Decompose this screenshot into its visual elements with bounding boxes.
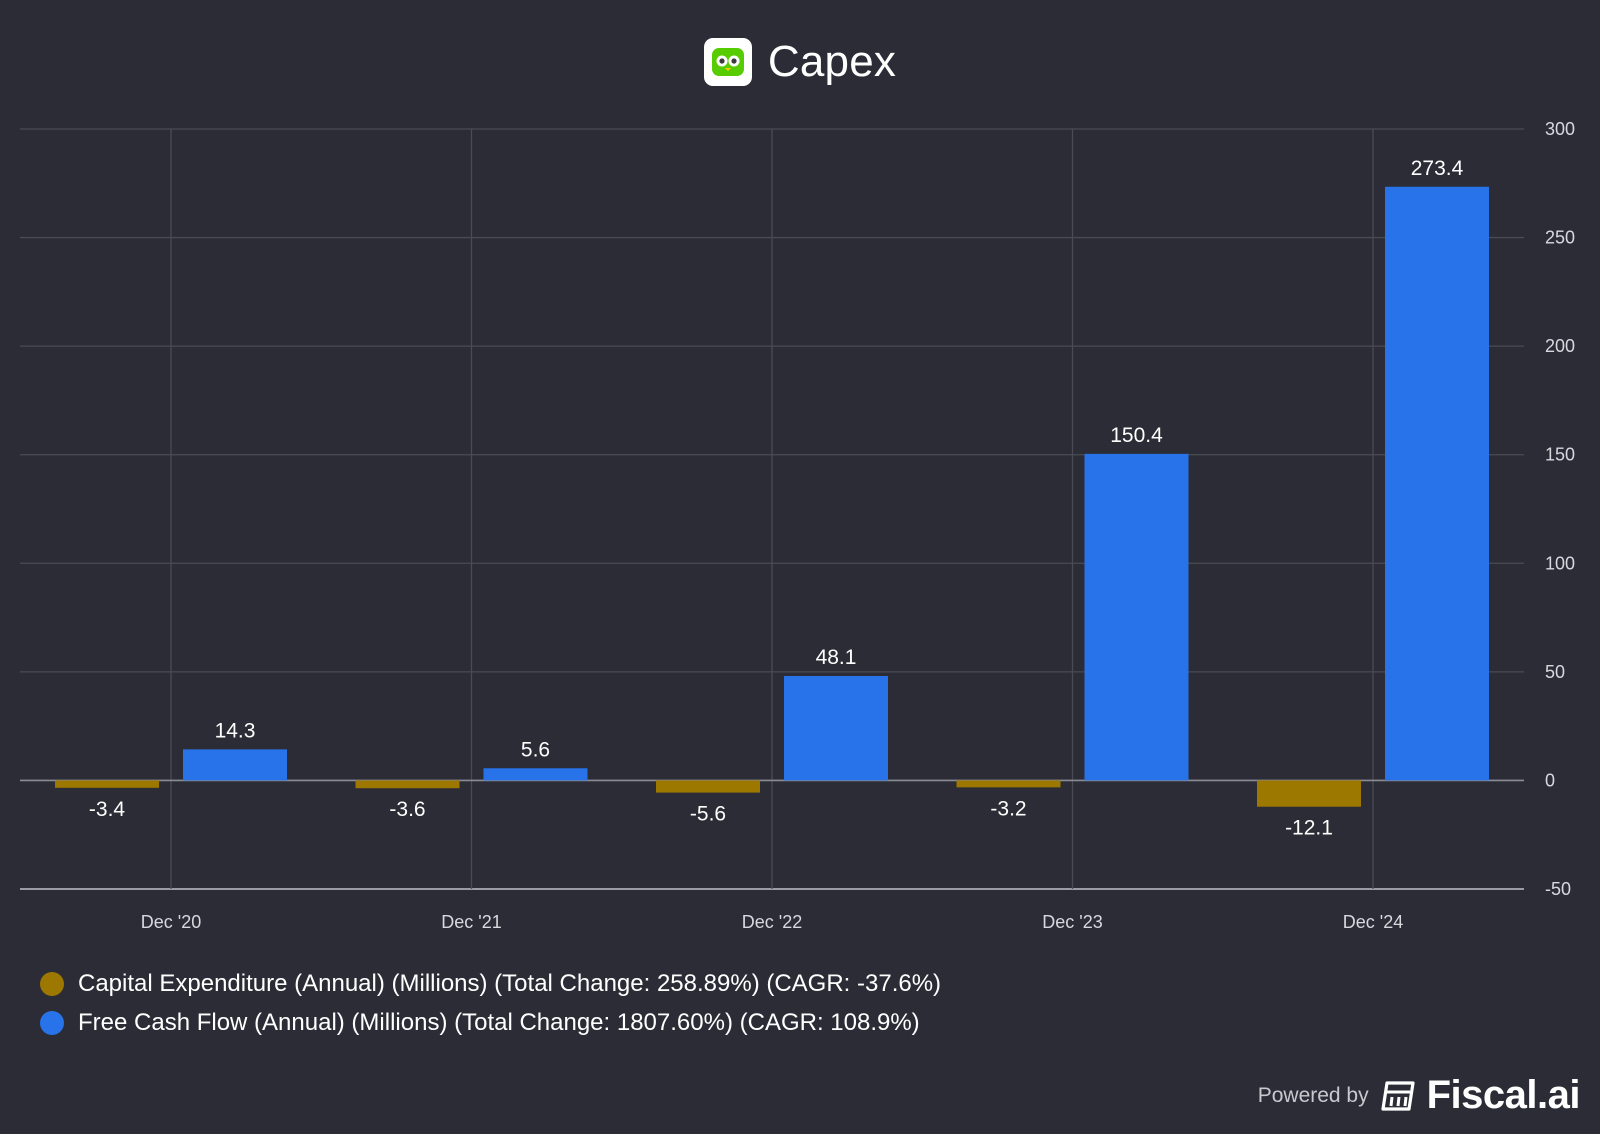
legend-marker-capex [40,972,64,996]
xtick-label: Dec '22 [742,912,802,932]
fcf-data-label-2: 48.1 [816,646,857,669]
chart-header: Capex [0,34,1600,90]
xtick-label: Dec '20 [141,912,201,932]
fcf-data-label-3: 150.4 [1110,424,1163,447]
fcf-bar-3 [1084,453,1189,781]
fcf-data-label-0: 14.3 [215,719,256,742]
fcf-bar-4 [1385,186,1489,781]
xtick-label: Dec '21 [441,912,501,932]
legend-marker-fcf [40,1011,64,1035]
capex-data-label-1: -3.6 [389,798,425,821]
brand-name: Fiscal.ai [1426,1073,1581,1117]
axes: 300 250 200 150 100 50 0 -50 Dec '20 Dec '21 Dec '… [141,119,1575,932]
powered-by-text: Powered by [1257,1083,1369,1107]
owl-logo-icon [703,38,752,86]
data-labels: -3.4 -3.6 -5.6 -3.2 -12.1 14.3 5.6 48.1 150.4 273… [89,157,1464,840]
chart-title: Capex [767,37,897,86]
capex-bar-3 [956,780,1061,788]
legend-item-fcf[interactable]: Free Cash Flow (Annual) (Millions) (Tota… [40,1009,941,1037]
ytick-label: 150 [1545,445,1575,465]
legend-item-capex[interactable]: Capital Expenditure (Annual) (Millions) … [40,970,941,998]
capex-data-label-0: -3.4 [89,798,126,821]
capex-bar-4 [1257,780,1361,807]
ytick-label: 100 [1545,553,1575,573]
ytick-label: 0 [1545,770,1555,790]
fcf-data-label-4: 273.4 [1411,157,1464,180]
chart-legend: Capital Expenditure (Annual) (Millions) … [40,970,941,1037]
footer-attribution: Powered by Fiscal.ai [1257,1073,1581,1118]
ytick-label: 250 [1545,228,1575,248]
capex-data-label-3: -3.2 [990,797,1026,820]
capex-bar-2 [656,780,760,793]
fiscal-ai-logo-icon [1381,1080,1415,1111]
fcf-bar-1 [483,768,588,781]
capex-bar-1 [355,780,460,789]
xtick-label: Dec '24 [1343,912,1403,932]
fcf-bar-2 [784,675,888,781]
capex-data-label-2: -5.6 [690,803,726,826]
ytick-label: -50 [1545,879,1571,899]
grid-lines [20,128,1524,890]
fcf-bar-0 [183,749,287,781]
bars [55,186,1489,807]
ytick-label: 50 [1545,662,1565,682]
ytick-label: 200 [1545,336,1575,356]
ytick-label: 300 [1545,119,1575,139]
capex-data-label-4: -12.1 [1285,817,1333,840]
capex-bar-0 [55,780,159,788]
legend-label-capex: Capital Expenditure (Annual) (Millions) … [78,970,942,997]
legend-label-fcf: Free Cash Flow (Annual) (Millions) (Tota… [78,1009,920,1036]
xtick-label: Dec '23 [1042,912,1102,932]
fcf-data-label-1: 5.6 [521,738,550,761]
